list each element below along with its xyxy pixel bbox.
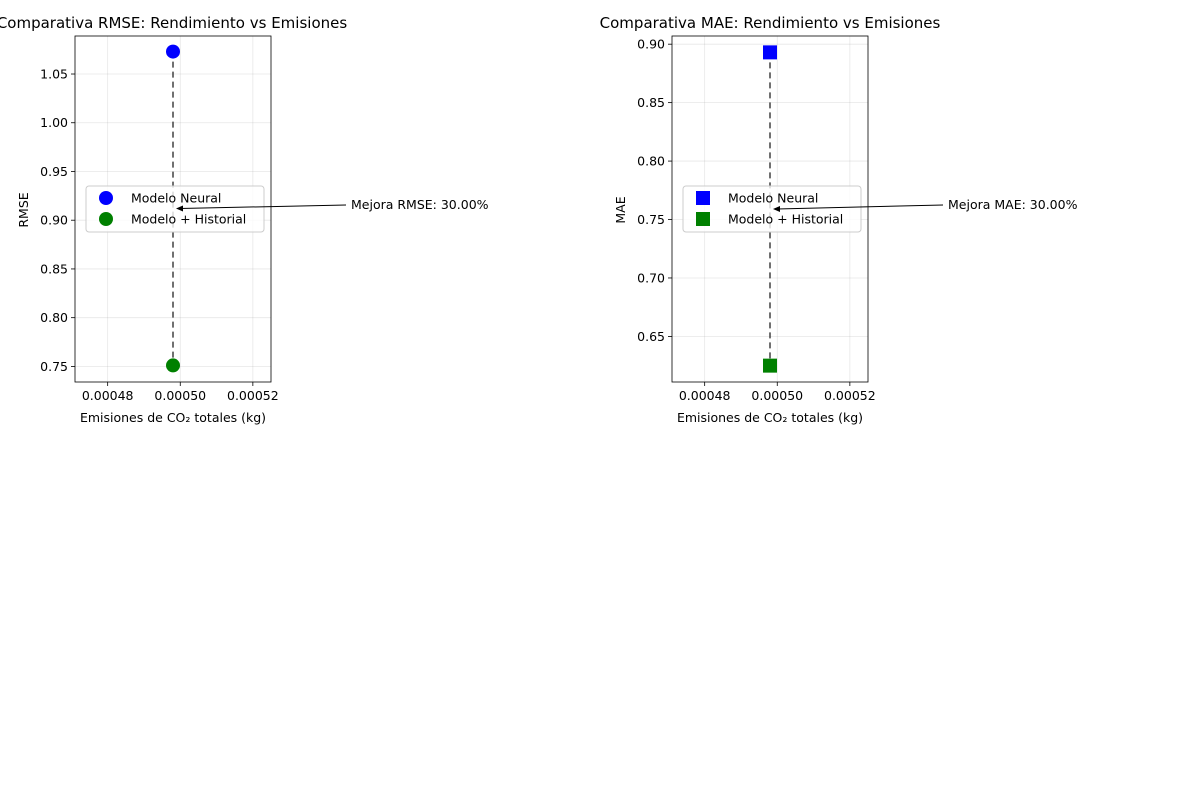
y-tick-label: 0.90 [637,37,665,52]
chart-title: Comparativa RMSE: Rendimiento vs Emision… [0,14,347,32]
x-axis-label: Emisiones de CO₂ totales (kg) [677,410,863,425]
chart-1: 0.00048 0.00050 0.00052 0.75 0.80 0.85 0.90 0.9… [0,14,489,425]
y-tick-label: 1.00 [40,115,68,130]
y-tick-label: 0.80 [637,154,665,169]
annotation-arrow [776,204,944,210]
annotation-arrowhead [176,205,183,212]
legend: Modelo Neural Modelo + Historial [682,185,862,233]
y-tick-label: 0.70 [637,270,665,285]
y-axis-label: RMSE [16,192,31,227]
x-tick-label: 0.00048 [679,388,731,403]
y-axis-label: MAE [613,196,628,223]
legend-label: Modelo Neural [728,191,818,206]
y-tick-label: 0.95 [40,164,68,179]
x-tick-label: 0.00050 [154,388,206,403]
y-tick-label: 1.05 [40,67,68,82]
y-tick-label: 0.75 [637,212,665,227]
legend-marker [99,212,113,226]
axes-frame [671,35,869,383]
data-point-modelo-neural [763,45,777,60]
y-tick-label: 0.75 [40,359,68,374]
data-point-modelo-historial [763,358,777,373]
y-tick-label: 0.80 [40,310,68,325]
annotation-text: Mejora MAE: 30.00% [948,197,1078,212]
axes-frame [74,35,272,383]
legend: Modelo Neural Modelo + Historial [85,185,265,233]
chart-2: 0.00048 0.00050 0.00052 0.65 0.70 0.75 0.80 0.8… [600,14,1078,425]
legend-label: Modelo + Historial [131,212,246,227]
legend-marker [696,212,710,226]
legend-box [682,185,862,233]
y-tick-label: 0.85 [637,95,665,110]
legend-label: Modelo Neural [131,191,221,206]
y-tick-label: 0.65 [637,329,665,344]
x-tick-label: 0.00052 [824,388,876,403]
y-tick-label: 0.90 [40,213,68,228]
x-tick-label: 0.00052 [227,388,279,403]
annotation-text: Mejora RMSE: 30.00% [351,197,489,212]
data-point-modelo-neural [166,44,180,59]
annotation-arrowhead [773,206,780,212]
x-axis-label: Emisiones de CO₂ totales (kg) [80,410,266,425]
legend-label: Modelo + Historial [728,212,843,227]
y-tick-label: 0.85 [40,261,68,276]
legend-marker [99,191,113,205]
legend-marker [696,191,710,205]
chart-title: Comparativa MAE: Rendimiento vs Emisione… [600,14,941,32]
x-tick-label: 0.00048 [82,388,134,403]
x-tick-label: 0.00050 [751,388,803,403]
data-point-modelo-historial [166,358,180,373]
legend-box [85,185,265,233]
annotation-arrow [179,204,347,210]
